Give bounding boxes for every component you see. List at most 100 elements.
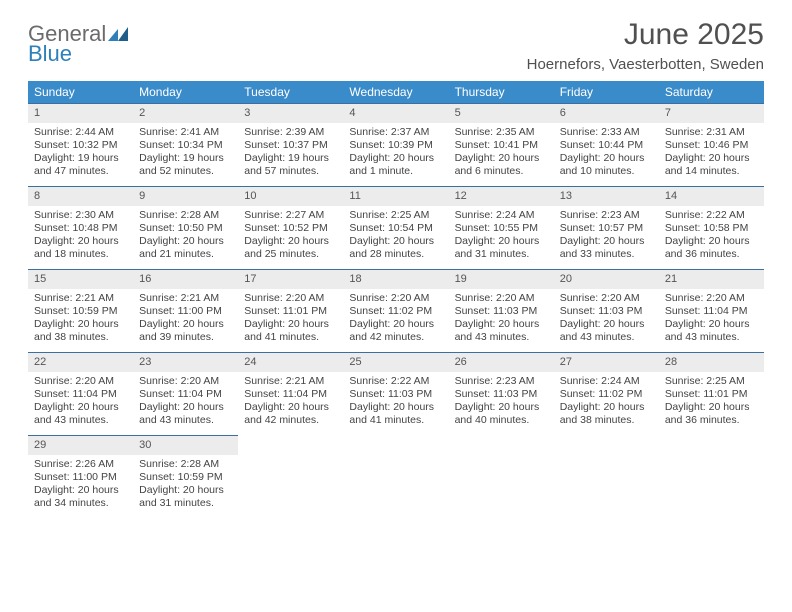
sunset-text: Sunset: 11:00 PM bbox=[139, 305, 232, 318]
logo: General Blue bbox=[28, 18, 128, 64]
day-number-cell bbox=[659, 436, 764, 456]
sunset-text: Sunset: 10:59 PM bbox=[34, 305, 127, 318]
daylight-text: Daylight: 20 hours and 6 minutes. bbox=[455, 152, 548, 178]
daylight-text: Daylight: 20 hours and 42 minutes. bbox=[349, 318, 442, 344]
daylight-text: Daylight: 19 hours and 47 minutes. bbox=[34, 152, 127, 178]
day-info-cell: Sunrise: 2:44 AMSunset: 10:32 PMDaylight… bbox=[28, 123, 133, 187]
day-info-cell bbox=[343, 455, 448, 518]
sunrise-text: Sunrise: 2:44 AM bbox=[34, 126, 127, 139]
dh-mon: Monday bbox=[133, 81, 238, 104]
day-number-cell: 27 bbox=[554, 353, 659, 373]
sunset-text: Sunset: 11:04 PM bbox=[34, 388, 127, 401]
day-number-cell: 6 bbox=[554, 104, 659, 124]
sunset-text: Sunset: 11:03 PM bbox=[455, 305, 548, 318]
sunset-text: Sunset: 10:46 PM bbox=[665, 139, 758, 152]
sunrise-text: Sunrise: 2:20 AM bbox=[560, 292, 653, 305]
sunset-text: Sunset: 11:03 PM bbox=[560, 305, 653, 318]
day-number-cell: 25 bbox=[343, 353, 448, 373]
day-info-cell: Sunrise: 2:26 AMSunset: 11:00 PMDaylight… bbox=[28, 455, 133, 518]
sunset-text: Sunset: 10:39 PM bbox=[349, 139, 442, 152]
day-number-cell: 18 bbox=[343, 270, 448, 290]
day-number-cell: 28 bbox=[659, 353, 764, 373]
day-number-cell: 11 bbox=[343, 187, 448, 207]
sunrise-text: Sunrise: 2:37 AM bbox=[349, 126, 442, 139]
sunrise-text: Sunrise: 2:20 AM bbox=[34, 375, 127, 388]
day-info-cell: Sunrise: 2:33 AMSunset: 10:44 PMDaylight… bbox=[554, 123, 659, 187]
daylight-text: Daylight: 20 hours and 14 minutes. bbox=[665, 152, 758, 178]
daylight-text: Daylight: 20 hours and 43 minutes. bbox=[560, 318, 653, 344]
week-info-row: Sunrise: 2:20 AMSunset: 11:04 PMDaylight… bbox=[28, 372, 764, 436]
day-info-cell: Sunrise: 2:20 AMSunset: 11:02 PMDaylight… bbox=[343, 289, 448, 353]
sunrise-text: Sunrise: 2:26 AM bbox=[34, 458, 127, 471]
week-info-row: Sunrise: 2:21 AMSunset: 10:59 PMDaylight… bbox=[28, 289, 764, 353]
sunrise-text: Sunrise: 2:21 AM bbox=[34, 292, 127, 305]
day-info-cell: Sunrise: 2:28 AMSunset: 10:59 PMDaylight… bbox=[133, 455, 238, 518]
calendar-body: 1234567Sunrise: 2:44 AMSunset: 10:32 PMD… bbox=[28, 104, 764, 519]
sunset-text: Sunset: 11:02 PM bbox=[349, 305, 442, 318]
daylight-text: Daylight: 20 hours and 1 minute. bbox=[349, 152, 442, 178]
day-info-cell: Sunrise: 2:25 AMSunset: 10:54 PMDaylight… bbox=[343, 206, 448, 270]
week-daynum-row: 891011121314 bbox=[28, 187, 764, 207]
week-daynum-row: 2930 bbox=[28, 436, 764, 456]
day-info-cell: Sunrise: 2:20 AMSunset: 11:03 PMDaylight… bbox=[449, 289, 554, 353]
sunrise-text: Sunrise: 2:31 AM bbox=[665, 126, 758, 139]
sunrise-text: Sunrise: 2:28 AM bbox=[139, 458, 232, 471]
daylight-text: Daylight: 20 hours and 33 minutes. bbox=[560, 235, 653, 261]
sunset-text: Sunset: 10:44 PM bbox=[560, 139, 653, 152]
sunrise-text: Sunrise: 2:20 AM bbox=[139, 375, 232, 388]
sunrise-text: Sunrise: 2:24 AM bbox=[455, 209, 548, 222]
day-info-cell: Sunrise: 2:25 AMSunset: 11:01 PMDaylight… bbox=[659, 372, 764, 436]
daylight-text: Daylight: 20 hours and 39 minutes. bbox=[139, 318, 232, 344]
sunset-text: Sunset: 10:48 PM bbox=[34, 222, 127, 235]
day-info-cell: Sunrise: 2:28 AMSunset: 10:50 PMDaylight… bbox=[133, 206, 238, 270]
sunrise-text: Sunrise: 2:41 AM bbox=[139, 126, 232, 139]
week-daynum-row: 1234567 bbox=[28, 104, 764, 124]
dh-sun: Sunday bbox=[28, 81, 133, 104]
daylight-text: Daylight: 19 hours and 52 minutes. bbox=[139, 152, 232, 178]
day-info-cell: Sunrise: 2:21 AMSunset: 11:00 PMDaylight… bbox=[133, 289, 238, 353]
daylight-text: Daylight: 20 hours and 36 minutes. bbox=[665, 401, 758, 427]
day-info-cell: Sunrise: 2:20 AMSunset: 11:04 PMDaylight… bbox=[133, 372, 238, 436]
day-number-cell: 16 bbox=[133, 270, 238, 290]
sunrise-text: Sunrise: 2:33 AM bbox=[560, 126, 653, 139]
daylight-text: Daylight: 20 hours and 43 minutes. bbox=[34, 401, 127, 427]
sunset-text: Sunset: 10:37 PM bbox=[244, 139, 337, 152]
day-info-cell: Sunrise: 2:41 AMSunset: 10:34 PMDaylight… bbox=[133, 123, 238, 187]
dh-fri: Friday bbox=[554, 81, 659, 104]
daylight-text: Daylight: 20 hours and 40 minutes. bbox=[455, 401, 548, 427]
day-info-cell: Sunrise: 2:39 AMSunset: 10:37 PMDaylight… bbox=[238, 123, 343, 187]
sunrise-text: Sunrise: 2:24 AM bbox=[560, 375, 653, 388]
sunset-text: Sunset: 11:03 PM bbox=[455, 388, 548, 401]
day-number-cell: 19 bbox=[449, 270, 554, 290]
week-info-row: Sunrise: 2:30 AMSunset: 10:48 PMDaylight… bbox=[28, 206, 764, 270]
daylight-text: Daylight: 20 hours and 21 minutes. bbox=[139, 235, 232, 261]
daylight-text: Daylight: 20 hours and 41 minutes. bbox=[244, 318, 337, 344]
day-number-cell: 3 bbox=[238, 104, 343, 124]
day-number-cell: 29 bbox=[28, 436, 133, 456]
sunset-text: Sunset: 11:04 PM bbox=[665, 305, 758, 318]
day-info-cell: Sunrise: 2:22 AMSunset: 11:03 PMDaylight… bbox=[343, 372, 448, 436]
day-number-cell: 22 bbox=[28, 353, 133, 373]
logo-mark-icon bbox=[108, 24, 128, 44]
daylight-text: Daylight: 20 hours and 38 minutes. bbox=[34, 318, 127, 344]
day-info-cell bbox=[554, 455, 659, 518]
day-header-row: Sunday Monday Tuesday Wednesday Thursday… bbox=[28, 81, 764, 104]
sunrise-text: Sunrise: 2:23 AM bbox=[455, 375, 548, 388]
sunrise-text: Sunrise: 2:35 AM bbox=[455, 126, 548, 139]
sunset-text: Sunset: 11:04 PM bbox=[244, 388, 337, 401]
dh-wed: Wednesday bbox=[343, 81, 448, 104]
sunset-text: Sunset: 10:41 PM bbox=[455, 139, 548, 152]
day-info-cell: Sunrise: 2:27 AMSunset: 10:52 PMDaylight… bbox=[238, 206, 343, 270]
day-number-cell: 20 bbox=[554, 270, 659, 290]
sunset-text: Sunset: 10:55 PM bbox=[455, 222, 548, 235]
sunrise-text: Sunrise: 2:21 AM bbox=[244, 375, 337, 388]
sunset-text: Sunset: 10:58 PM bbox=[665, 222, 758, 235]
day-number-cell: 12 bbox=[449, 187, 554, 207]
sunset-text: Sunset: 10:50 PM bbox=[139, 222, 232, 235]
daylight-text: Daylight: 20 hours and 43 minutes. bbox=[665, 318, 758, 344]
day-info-cell: Sunrise: 2:20 AMSunset: 11:04 PMDaylight… bbox=[659, 289, 764, 353]
page: General Blue June 2025 Hoernefors, Vaest… bbox=[0, 0, 792, 528]
sunrise-text: Sunrise: 2:22 AM bbox=[665, 209, 758, 222]
day-info-cell bbox=[238, 455, 343, 518]
sunrise-text: Sunrise: 2:20 AM bbox=[349, 292, 442, 305]
